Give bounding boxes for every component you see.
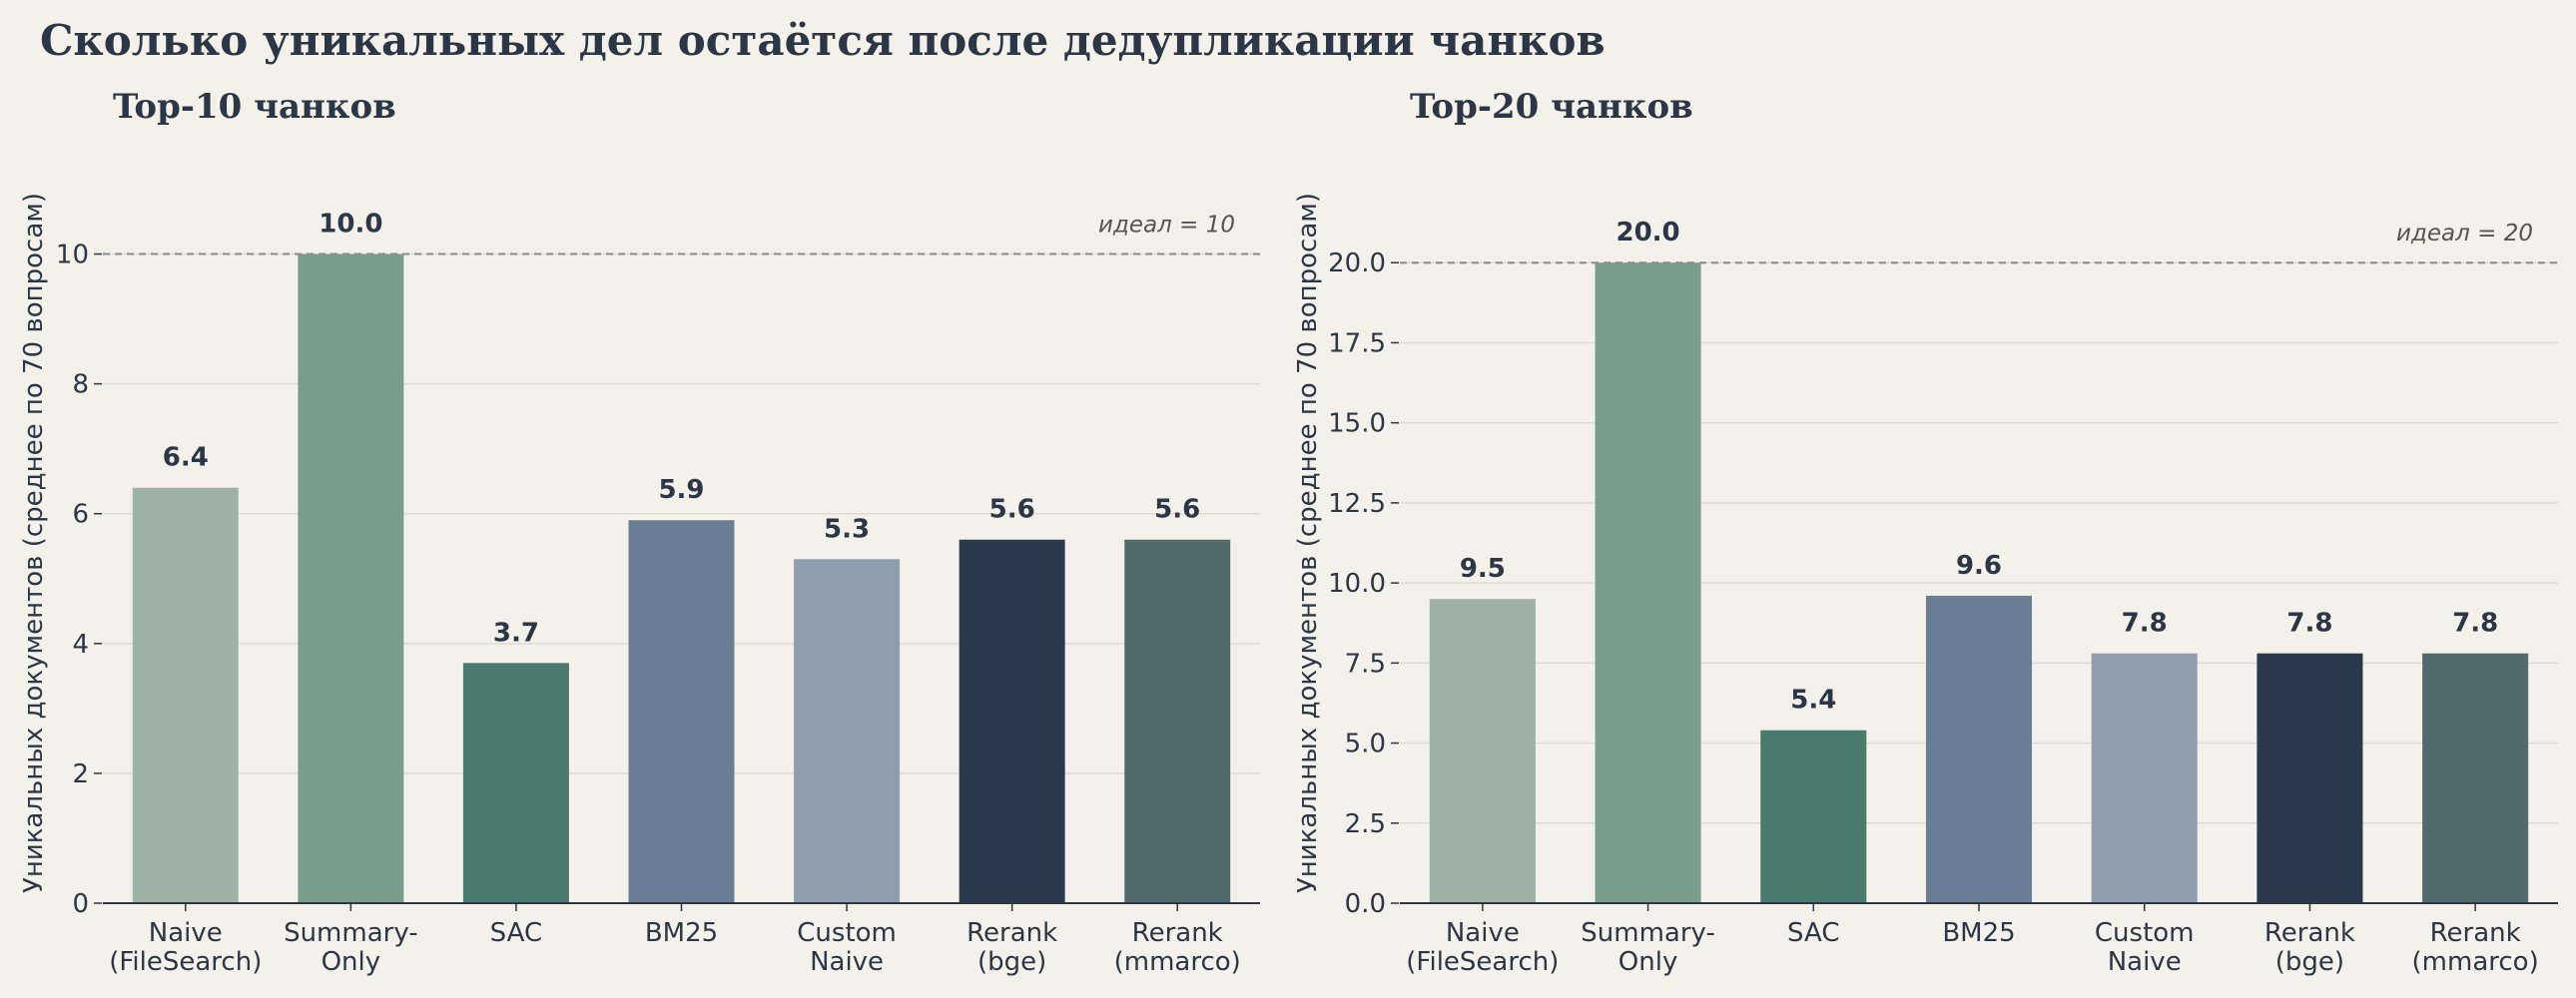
panel1-x-tick-label: Only: [322, 947, 381, 977]
panel1-y-tick-label: 0: [72, 889, 89, 919]
panel1-bar-value-label: 5.6: [1154, 495, 1200, 525]
panel2-y-tick-label: 5.0: [1345, 730, 1386, 759]
panel1-y-tick-label: 8: [72, 370, 89, 400]
panel2-bar: [1760, 730, 1867, 903]
panel2-x-tick-label: Custom: [2095, 918, 2195, 948]
panel2-ideal-label: идеал = 20: [2396, 221, 2533, 247]
panel2-x-tick-label: (bge): [2275, 947, 2344, 977]
panel2-y-tick-label: 12.5: [1328, 489, 1386, 519]
panel2-x-tick-label: SAC: [1787, 918, 1839, 948]
panel1-x-tick-label: Naive: [810, 947, 884, 977]
panel1-bar-value-label: 6.4: [163, 443, 209, 473]
panel1-y-tick-label: 4: [72, 630, 89, 660]
panel2-bar-value-label: 20.0: [1615, 218, 1679, 248]
panel1-bar-value-label: 3.7: [493, 618, 539, 648]
panel1-bar: [1124, 539, 1231, 903]
panel2-bar-value-label: 7.8: [2122, 609, 2168, 639]
panel1-x-tick-label: Summary-: [284, 918, 418, 948]
panel2-bar-value-label: 9.6: [1956, 551, 2002, 581]
figure-title: Сколько уникальных дел остаётся после де…: [40, 16, 1606, 65]
panel2-y-tick-label: 20.0: [1328, 249, 1386, 278]
panel2-title: Top-20 чанков: [1410, 87, 1693, 127]
panel1-y-tick-label: 10: [56, 241, 89, 270]
panel2-y-tick-label: 15.0: [1328, 409, 1386, 439]
panel2-x-tick-label: Naive: [2108, 947, 2182, 977]
panel2-x-tick-label: Only: [1618, 947, 1678, 977]
panel2-y-tick-label: 2.5: [1345, 809, 1386, 839]
panel1-bar: [959, 539, 1065, 903]
panel2-x-tick-label: Rerank: [2430, 918, 2521, 948]
panel1-x-tick-label: SAC: [490, 918, 542, 948]
panel1-bar: [298, 253, 404, 903]
panel2-bar: [2091, 653, 2198, 903]
panel2-y-axis-label: Уникальных документов (среднее по 70 воп…: [1293, 193, 1323, 893]
panel2-bar: [1429, 599, 1536, 903]
panel2-bar-value-label: 7.8: [2452, 609, 2498, 639]
panel2-bar: [2256, 653, 2363, 903]
panel1-y-axis-label: Уникальных документов (среднее по 70 воп…: [19, 193, 49, 893]
panel1-x-tick-label: Rerank: [1132, 918, 1223, 948]
panel2-y-tick-label: 0.0: [1345, 889, 1386, 919]
panel1-bar: [132, 487, 239, 903]
panel2-y-tick-label: 7.5: [1345, 649, 1386, 679]
panel2-x-tick-label: (FileSearch): [1406, 947, 1559, 977]
panel2-x-tick-label: Summary-: [1581, 918, 1715, 948]
panel1-x-tick-label: (FileSearch): [109, 947, 262, 977]
panel1-title: Top-10 чанков: [113, 87, 396, 127]
panel2-y-tick-label: 17.5: [1328, 328, 1386, 358]
panel2-bar-value-label: 5.4: [1790, 686, 1836, 716]
panel1-x-tick-label: (mmarco): [1114, 947, 1241, 977]
panel1-y-tick-label: 6: [72, 500, 89, 530]
panel2-bar: [1925, 595, 2033, 903]
panel1-x-tick-label: Naive: [149, 918, 223, 948]
panel1-ideal-label: идеал = 10: [1098, 213, 1235, 239]
panel2-x-tick-label: (mmarco): [2412, 947, 2539, 977]
panel2-bar: [1595, 262, 1701, 903]
panel1-bar: [628, 520, 735, 903]
panel1-bar-value-label: 5.6: [989, 495, 1035, 525]
panel1-x-tick-label: (bge): [977, 947, 1046, 977]
panel1-y-tick-label: 2: [72, 759, 89, 789]
panel1-x-tick-label: Custom: [797, 918, 897, 948]
panel1-x-tick-label: BM25: [645, 918, 718, 948]
panel2-bar-value-label: 9.5: [1460, 554, 1506, 584]
panel1-x-tick-label: Rerank: [966, 918, 1057, 948]
panel1-bar: [794, 559, 901, 903]
panel1-bar-value-label: 10.0: [319, 210, 382, 240]
panel2-x-tick-label: Naive: [1446, 918, 1520, 948]
panel2-bar-value-label: 7.8: [2286, 609, 2332, 639]
panel2-x-tick-label: BM25: [1942, 918, 2015, 948]
panel1-bar-value-label: 5.9: [658, 475, 704, 505]
panel1-bar: [462, 663, 569, 903]
panel2-x-tick-label: Rerank: [2264, 918, 2355, 948]
panel1-bar-value-label: 5.3: [824, 514, 870, 544]
panel2-bar: [2422, 653, 2529, 903]
panel2-y-tick-label: 10.0: [1328, 569, 1386, 599]
